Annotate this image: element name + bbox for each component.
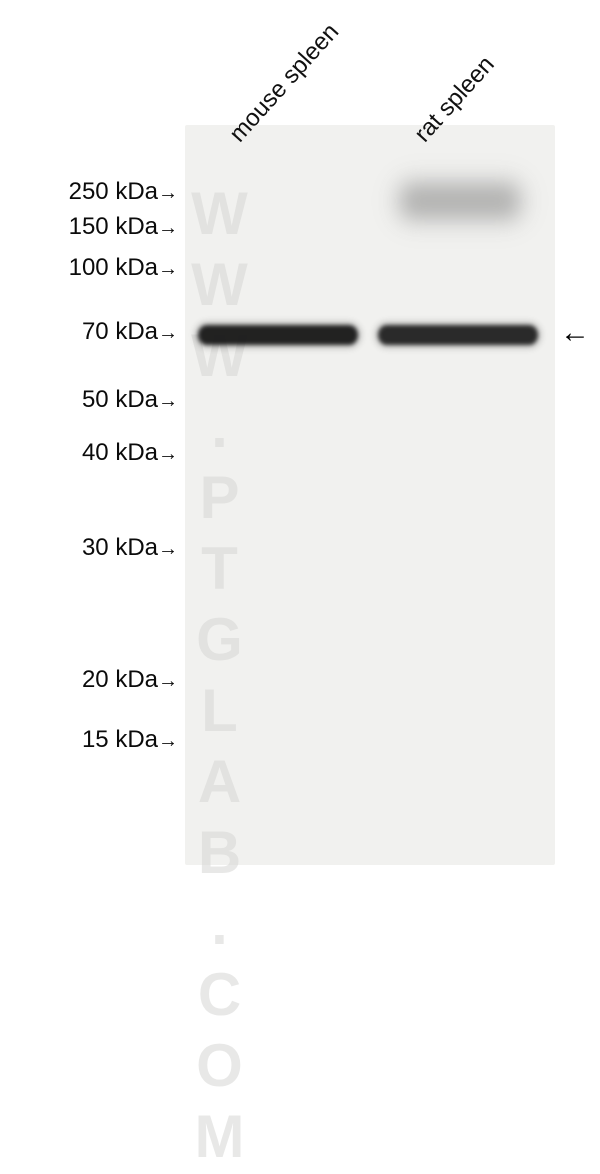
marker-text: 100 kDa (69, 254, 158, 281)
arrow-right-icon: → (158, 670, 178, 692)
marker-text: 250 kDa (69, 178, 158, 205)
marker-text: 150 kDa (69, 213, 158, 240)
arrow-right-icon: → (158, 443, 178, 465)
marker-label: 30 kDa→ (8, 536, 178, 560)
figure-container: WWW.PTGLAB.COM mouse spleen rat spleen 2… (0, 0, 600, 903)
band (378, 325, 538, 345)
marker-label: 70 kDa→ (8, 320, 178, 344)
marker-label: 20 kDa→ (8, 668, 178, 692)
marker-text: 50 kDa (82, 386, 158, 413)
marker-label: 250 kDa→ (8, 180, 178, 204)
arrow-right-icon: → (158, 322, 178, 344)
marker-text: 30 kDa (82, 534, 158, 561)
arrow-right-icon: → (158, 730, 178, 752)
arrow-right-icon: → (158, 538, 178, 560)
marker-label: 100 kDa→ (8, 256, 178, 280)
marker-label: 150 kDa→ (8, 215, 178, 239)
target-band-arrow: ← (560, 318, 590, 348)
arrow-right-icon: → (158, 258, 178, 280)
marker-text: 40 kDa (82, 439, 158, 466)
marker-text: 20 kDa (82, 666, 158, 693)
arrow-left-icon: ← (560, 316, 590, 349)
arrow-right-icon: → (158, 390, 178, 412)
marker-text: 15 kDa (82, 726, 158, 753)
band (400, 183, 520, 219)
arrow-right-icon: → (158, 182, 178, 204)
marker-label: 50 kDa→ (8, 388, 178, 412)
blot-membrane (185, 125, 555, 865)
band (198, 325, 358, 345)
marker-label: 15 kDa→ (8, 728, 178, 752)
marker-text: 70 kDa (82, 318, 158, 345)
marker-label: 40 kDa→ (8, 441, 178, 465)
arrow-right-icon: → (158, 217, 178, 239)
